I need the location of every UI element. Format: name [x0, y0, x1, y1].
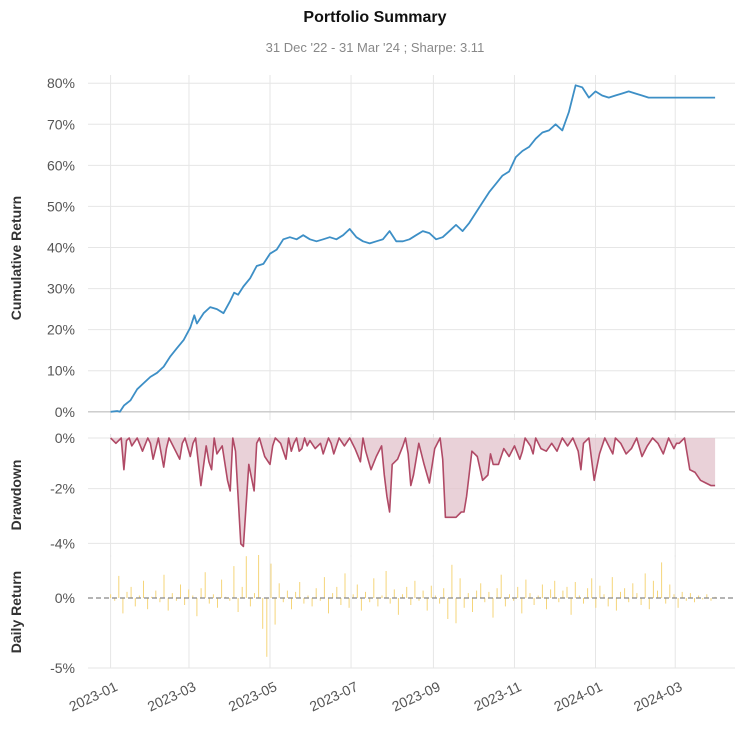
x-tick-label: 2023-05 — [226, 678, 280, 714]
cumulative-return-line — [110, 84, 716, 413]
y-tick-label: 0% — [55, 404, 75, 420]
y-tick-label: 70% — [47, 116, 75, 132]
x-tick-label: 2023-07 — [307, 678, 361, 714]
drawdown-area — [110, 438, 716, 547]
x-tick-label: 2024-01 — [551, 678, 605, 714]
cumulative-return-axis-label: Cumulative Return — [8, 196, 24, 320]
cumulative-return-panel: 0% 10% 20% 30% 40% 50% 60% 70% 80% — [47, 75, 735, 420]
y-tick-label: 50% — [47, 198, 75, 214]
x-axis: 2023-01 2023-03 2023-05 2023-07 2023-09 2023-… — [67, 678, 685, 714]
x-tick-label: 2023-03 — [145, 678, 199, 714]
y-tick-label: 80% — [47, 75, 75, 91]
x-tick-label: 2023-09 — [389, 678, 443, 714]
drawdown-axis-label: Drawdown — [8, 460, 24, 531]
y-tick-label: 0% — [55, 430, 75, 446]
y-tick-label: -5% — [50, 660, 75, 676]
drawdown-line — [110, 437, 716, 548]
chart-title: Portfolio Summary — [303, 9, 446, 26]
y-tick-label: 30% — [47, 281, 75, 297]
y-tick-label: 40% — [47, 240, 75, 256]
y-tick-label: 20% — [47, 322, 75, 338]
x-tick-label: 2023-11 — [471, 678, 524, 714]
chart-subtitle: 31 Dec '22 - 31 Mar '24 ; Sharpe: 3.11 — [266, 40, 485, 55]
y-tick-label: 60% — [47, 157, 75, 173]
x-tick-label: 2023-01 — [67, 678, 121, 714]
x-tick-label: 2024-03 — [631, 678, 685, 714]
y-tick-label: -4% — [50, 535, 75, 551]
drawdown-panel: 0% -2% -4% — [50, 430, 735, 557]
y-tick-label: 0% — [55, 590, 75, 606]
y-tick-label: 10% — [47, 363, 75, 379]
y-tick-label: -2% — [50, 481, 75, 497]
daily-return-axis-label: Daily Return — [8, 571, 24, 653]
daily-return-panel: 0% -5% — [50, 555, 735, 676]
